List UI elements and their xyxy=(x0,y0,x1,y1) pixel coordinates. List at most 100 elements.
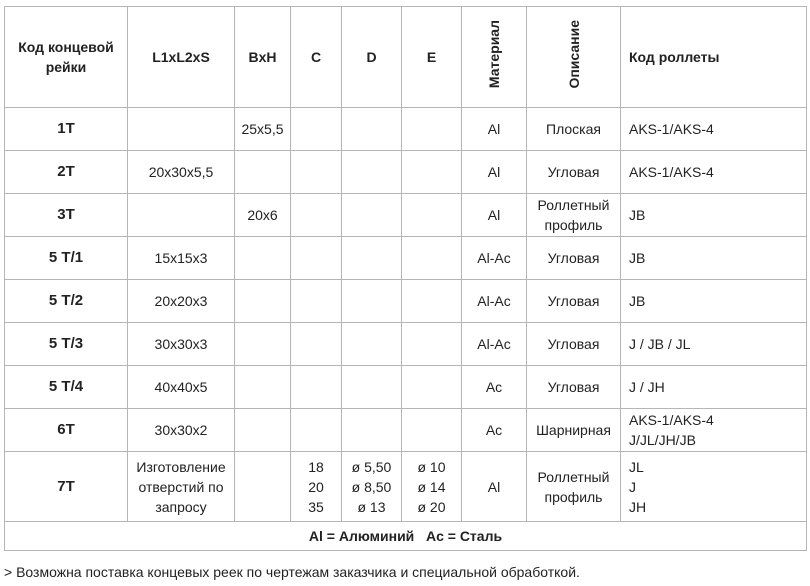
cell-text: Al-Ac xyxy=(477,250,511,266)
cell-text: Ac xyxy=(485,379,503,395)
cell: Роллетный профиль xyxy=(526,451,621,522)
cell xyxy=(401,279,462,323)
cell-text: Al xyxy=(487,164,501,180)
cell xyxy=(290,322,342,366)
table-row: 5 T/3 30x30x3 Al-Ac Угловая J / JB / JL xyxy=(4,322,807,366)
cell-text: 20x6 xyxy=(247,207,278,223)
table-row: 5 T/4 40x40x5 Ac Угловая J / JH xyxy=(4,365,807,409)
cell: ø 5,50 ø 8,50 ø 13 xyxy=(341,451,402,522)
cell xyxy=(234,451,291,522)
cell: Угловая xyxy=(526,322,621,366)
cell-line: ø 14 xyxy=(417,478,446,495)
cell-text: 2T xyxy=(57,163,75,180)
cell-line: J/JL/JH/JB xyxy=(629,432,696,448)
cell xyxy=(401,193,462,237)
cell-text: 15x15x3 xyxy=(154,250,208,266)
cell xyxy=(401,408,462,452)
cell: Al xyxy=(461,451,527,522)
cell-text: JB xyxy=(629,250,646,266)
cell: Al xyxy=(461,150,527,194)
spec-table: Код концевой рейки L1xL2xS BxH C D E Материал О… xyxy=(4,6,807,551)
cell-text: Al xyxy=(487,207,501,223)
cell: 20x6 xyxy=(234,193,291,237)
header-text: Описание xyxy=(565,20,582,89)
cell-line: ø 8,50 xyxy=(351,478,392,495)
cell: Шарнирная xyxy=(526,408,621,452)
column-header: BxH xyxy=(234,6,291,108)
cell xyxy=(234,408,291,452)
cell: 1T xyxy=(4,107,128,151)
cell: Изготовление отверстий по запросу xyxy=(127,451,235,522)
cell xyxy=(290,365,342,409)
cell: 40x40x5 xyxy=(127,365,235,409)
cell xyxy=(234,365,291,409)
cell: Ac xyxy=(461,408,527,452)
cell-text: Угловая xyxy=(547,293,600,309)
cell-line: JH xyxy=(629,498,647,515)
legend-item: Al = Алюминий xyxy=(308,528,415,544)
column-header: Код роллеты xyxy=(620,6,807,108)
cell-text: Al xyxy=(487,121,501,137)
cell xyxy=(341,236,402,280)
cell-text: 30x30x2 xyxy=(154,422,208,438)
cell: 5 T/4 xyxy=(4,365,128,409)
cell-text: Угловая xyxy=(547,336,600,352)
table-body: 1T 25x5,5 Al Плоская AKS-1/AKS-4 2T 20x30x5,5 A… xyxy=(4,107,807,551)
cell-line: J xyxy=(629,478,636,495)
cell-text: 5 T/2 xyxy=(48,292,84,309)
cell xyxy=(234,150,291,194)
column-header: Описание xyxy=(526,6,621,108)
cell-text: 20x30x5,5 xyxy=(148,164,214,180)
header-text: L1xL2xS xyxy=(152,49,210,65)
cell: Плоская xyxy=(526,107,621,151)
cell: 30x30x3 xyxy=(127,322,235,366)
cell: 6T xyxy=(4,408,128,452)
cell: 20x20x3 xyxy=(127,279,235,323)
cell-text: Угловая xyxy=(547,164,600,180)
cell: J / JH xyxy=(620,365,807,409)
cell: ø 10 ø 14 ø 20 xyxy=(401,451,462,522)
cell-text: 25x5,5 xyxy=(241,121,284,137)
cell-text: Роллетный профиль xyxy=(537,468,610,505)
cell-text: Угловая xyxy=(547,250,600,266)
cell xyxy=(341,408,402,452)
header-text: BxH xyxy=(248,49,277,65)
cell-text: AKS-1/AKS-4 xyxy=(629,121,714,137)
column-header: D xyxy=(341,6,402,108)
legend-item: Ac = Сталь xyxy=(425,528,503,544)
cell xyxy=(341,279,402,323)
cell: JB xyxy=(620,236,807,280)
cell-line: 20 xyxy=(308,478,324,495)
cell-line: ø 20 xyxy=(417,498,446,515)
cell-text: 5 T/3 xyxy=(48,335,84,352)
cell-text: 40x40x5 xyxy=(154,379,208,395)
header-text: D xyxy=(366,49,377,65)
cell: Al xyxy=(461,193,527,237)
legend: Al = Алюминий Ac = Сталь xyxy=(4,521,807,551)
header-text: Материал xyxy=(486,20,502,89)
cell-text: 30x30x3 xyxy=(154,336,208,352)
cell xyxy=(290,236,342,280)
cell-text: J / JH xyxy=(629,379,665,395)
cell: Al-Ac xyxy=(461,279,527,323)
table-row: 2T 20x30x5,5 Al Угловая AKS-1/AKS-4 xyxy=(4,150,807,194)
cell: 25x5,5 xyxy=(234,107,291,151)
cell-text: Ac xyxy=(485,422,503,438)
cell: AKS-1/AKS-4 xyxy=(620,107,807,151)
note: > Возможна поставка концевых реек по чер… xyxy=(4,564,580,580)
table-row: 5 T/1 15x15x3 Al-Ac Угловая JB xyxy=(4,236,807,280)
header-row: Код концевой рейки L1xL2xS BxH C D E Материал О… xyxy=(4,6,807,108)
cell-line: ø 10 xyxy=(417,458,446,475)
cell-text: Роллетный профиль xyxy=(537,197,610,233)
cell-text: 3T xyxy=(57,206,75,223)
cell-text: 6T xyxy=(57,421,75,438)
cell xyxy=(234,322,291,366)
legend-row: Al = Алюминий Ac = Сталь xyxy=(4,521,807,551)
cell-text: Плоская xyxy=(546,121,601,137)
column-header: Код концевой рейки xyxy=(4,6,128,108)
cell xyxy=(127,193,235,237)
cell: 30x30x2 xyxy=(127,408,235,452)
cell-text: J / JB / JL xyxy=(629,336,691,352)
cell-text: Угловая xyxy=(547,379,600,395)
cell-text: Al xyxy=(487,478,501,495)
